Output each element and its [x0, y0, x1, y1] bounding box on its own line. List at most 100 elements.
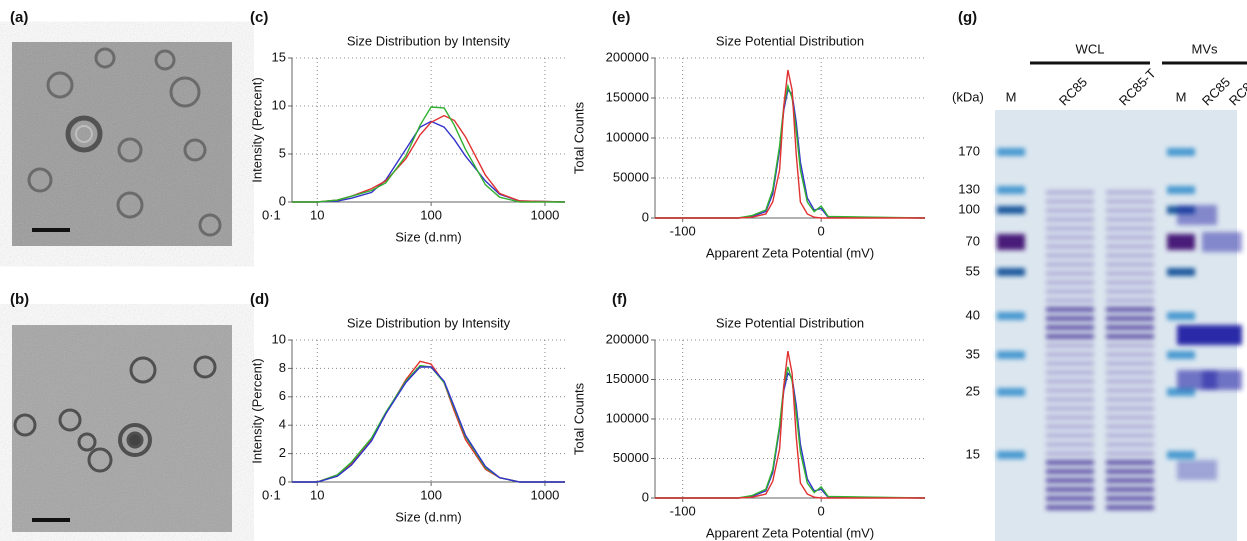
y-tick-label: 2 [279, 445, 286, 460]
unit-label: (kDa) [952, 89, 984, 104]
sample-band [1106, 496, 1154, 501]
y-tick-label: 5 [279, 145, 286, 160]
x-tick-label: -100 [670, 223, 696, 238]
y-tick-label: 200000 [606, 331, 649, 346]
sample-band [1046, 280, 1094, 285]
x-axis-label: Apparent Zeta Potential (mV) [706, 525, 874, 540]
y-tick-label: 15 [272, 49, 286, 64]
sample-band [1046, 253, 1094, 258]
series-line [655, 366, 926, 499]
marker-label: 15 [966, 446, 980, 461]
x-axis-label: Size (d.nm) [395, 229, 461, 244]
series-line [292, 366, 565, 483]
series-line [292, 360, 565, 483]
y-tick-label: 150000 [606, 371, 649, 386]
y-tick-label: 0 [279, 193, 286, 208]
marker-label: 100 [958, 201, 980, 216]
sample-band [1046, 262, 1094, 267]
sample-band [1046, 388, 1094, 393]
marker-band [1167, 148, 1195, 156]
sample-band [1202, 232, 1242, 252]
chart-title: Size Distribution by Intensity [347, 315, 511, 330]
sample-band [1106, 289, 1154, 294]
x-tick-label: 100 [420, 487, 442, 502]
marker-label: 70 [966, 233, 980, 248]
sample-band [1106, 253, 1154, 258]
lane-label: M [1176, 89, 1187, 104]
panel-label: (d) [250, 291, 269, 308]
marker-label: 130 [958, 181, 980, 196]
y-tick-label: 6 [279, 388, 286, 403]
sample-band [1046, 226, 1094, 231]
marker-label: 55 [966, 263, 980, 278]
marker-band [997, 351, 1025, 359]
sample-band [1106, 442, 1154, 447]
axes [291, 58, 565, 203]
sample-band [1046, 190, 1094, 195]
sample-band [1106, 244, 1154, 249]
marker-band [1167, 351, 1195, 359]
panel-label: (e) [612, 9, 630, 26]
sample-band [1046, 433, 1094, 438]
sample-band [1046, 496, 1094, 501]
sample-band [1046, 334, 1094, 339]
sample-band [1106, 199, 1154, 204]
chart-title: Size Potential Distribution [716, 315, 864, 330]
sample-band [1046, 406, 1094, 411]
x-tick-label: 100 [420, 207, 442, 222]
sample-band [1046, 469, 1094, 474]
sample-band [1046, 316, 1094, 321]
y-axis-label: Total Counts [571, 101, 586, 174]
sample-band [1106, 433, 1154, 438]
sample-band [1177, 460, 1217, 480]
sample-band [1106, 343, 1154, 348]
sample-band [1106, 370, 1154, 375]
y-tick-label: 4 [279, 417, 286, 432]
x-tick-label: 10 [310, 487, 324, 502]
marker-band [997, 234, 1025, 250]
gel-bands [997, 148, 1242, 510]
series-line [655, 350, 925, 499]
sample-band [1106, 271, 1154, 276]
sample-band [1202, 370, 1242, 390]
sample-band [1106, 235, 1154, 240]
series-line [655, 83, 926, 219]
sample-band [1106, 217, 1154, 222]
panel-label: (f) [612, 291, 627, 308]
em-image-b [12, 325, 232, 532]
series-line [655, 69, 925, 219]
y-tick-label: 50000 [613, 450, 649, 465]
x-axis-label: Apparent Zeta Potential (mV) [706, 245, 874, 260]
marker-band [1167, 268, 1195, 276]
panel-label: (g) [958, 9, 977, 26]
sample-band [1106, 334, 1154, 339]
y-axis-label: Intensity (Percent) [249, 77, 264, 183]
marker-band [1167, 186, 1195, 194]
sample-band [1046, 307, 1094, 312]
sample-band [1202, 325, 1242, 345]
sample-band [1046, 370, 1094, 375]
sample-band [1106, 307, 1154, 312]
group-label: MVs [1192, 41, 1219, 56]
sample-band [1046, 199, 1094, 204]
y-tick-label: 200000 [606, 49, 649, 64]
marker-band [1167, 234, 1195, 250]
sample-band [1106, 469, 1154, 474]
lane-label: M [1006, 89, 1017, 104]
y-tick-label: 50000 [613, 169, 649, 184]
sample-band [1046, 235, 1094, 240]
sample-band [1106, 361, 1154, 366]
y-tick-label: 0 [642, 209, 649, 224]
series-line [292, 106, 565, 203]
x-tick-label: 1000 [530, 207, 559, 222]
sample-band [1106, 415, 1154, 420]
panel-label: (c) [250, 9, 268, 26]
sample-band [1106, 262, 1154, 267]
sample-band [1106, 478, 1154, 483]
sample-band [1046, 478, 1094, 483]
series-line [655, 88, 926, 219]
x-origin-label: 0·1 [262, 487, 281, 502]
sample-band [1046, 397, 1094, 402]
sample-band [1106, 208, 1154, 213]
